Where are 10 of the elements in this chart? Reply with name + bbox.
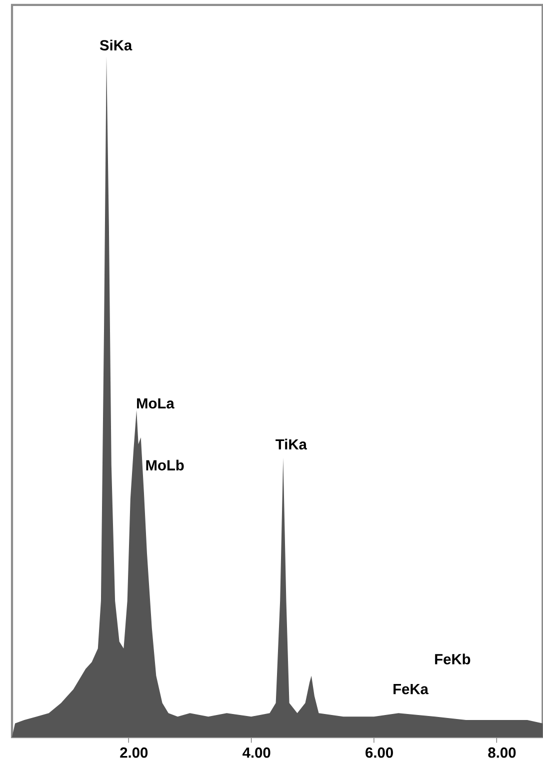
x-tick-label: 4.00 <box>242 747 270 758</box>
annotation: FeKb <box>435 654 470 664</box>
x-tick-label: 8.00 <box>488 747 516 758</box>
annotation: TiKa <box>276 438 308 450</box>
annotation: FeKa <box>394 684 429 694</box>
annotation: MoLa <box>137 398 174 409</box>
x-tick-label: 2.00 <box>120 747 148 758</box>
annotation: MoLb <box>146 460 184 470</box>
x-tick-label: 6.00 <box>366 747 393 758</box>
annotation: SiKa <box>100 40 132 50</box>
